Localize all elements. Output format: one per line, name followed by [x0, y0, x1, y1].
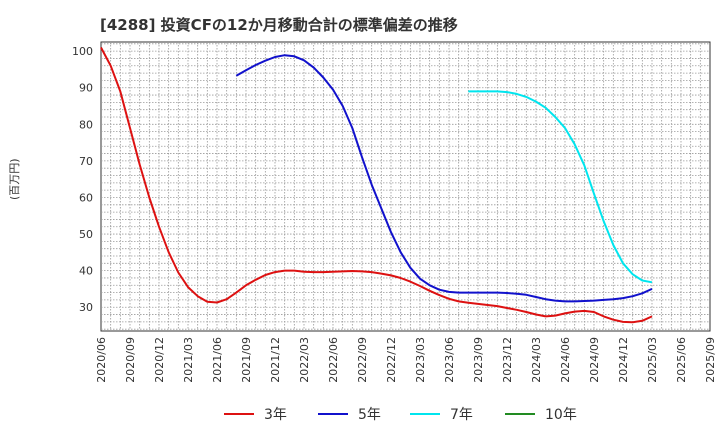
legend-label: 7年	[450, 407, 473, 423]
y-tick-label: 100	[72, 45, 93, 58]
series-line-3年	[100, 47, 653, 324]
x-tick-label: 2022/03	[298, 337, 311, 383]
x-tick-label: 2020/12	[153, 337, 166, 383]
x-tick-label: 2025/06	[675, 337, 688, 383]
legend: 3年 5年 7年 10年	[224, 407, 577, 423]
legend-label: 10年	[545, 407, 577, 423]
y-tick-label: 50	[79, 228, 93, 241]
x-tick-label: 2024/03	[530, 337, 543, 383]
series-layer	[100, 47, 653, 324]
grid-layer	[100, 41, 711, 332]
x-tick-label: 2022/06	[327, 337, 340, 383]
x-tick-label: 2023/06	[443, 337, 456, 383]
x-tick-label: 2025/09	[704, 337, 717, 383]
axis-layer: 30 40 50 60 70 80 90 100 2020/06 2020/09 2020/12 20…	[72, 45, 717, 383]
x-tick-label: 2021/12	[269, 337, 282, 383]
x-tick-label: 2024/12	[617, 337, 630, 383]
legend-label: 3年	[264, 407, 287, 423]
x-tick-label: 2021/03	[182, 337, 195, 383]
series-line-7年	[468, 90, 653, 284]
x-tick-label: 2022/12	[385, 337, 398, 383]
y-tick-label: 30	[79, 301, 93, 314]
legend-label: 5年	[358, 407, 381, 423]
x-tick-label: 2023/03	[414, 337, 427, 383]
y-tick-label: 90	[79, 82, 93, 95]
chart-title: [4288] 投資CFの12か月移動合計の標準偏差の推移	[100, 16, 458, 34]
x-tick-label: 2024/09	[588, 337, 601, 383]
y-tick-label: 70	[79, 155, 93, 168]
x-tick-label: 2021/06	[211, 337, 224, 383]
x-tick-label: 2021/09	[240, 337, 253, 383]
x-tick-label: 2023/12	[501, 337, 514, 383]
x-tick-label: 2025/03	[646, 337, 659, 383]
x-tick-label: 2022/09	[356, 337, 369, 383]
x-tick-label: 2023/09	[472, 337, 485, 383]
y-tick-label: 40	[79, 265, 93, 278]
series-line-5年	[235, 54, 653, 303]
x-tick-label: 2024/06	[559, 337, 572, 383]
y-tick-label: 80	[79, 118, 93, 131]
plot-frame	[100, 41, 711, 332]
x-tick-label: 2020/09	[124, 337, 137, 383]
y-tick-label: 60	[79, 191, 93, 204]
x-tick-label: 2020/06	[95, 337, 108, 383]
